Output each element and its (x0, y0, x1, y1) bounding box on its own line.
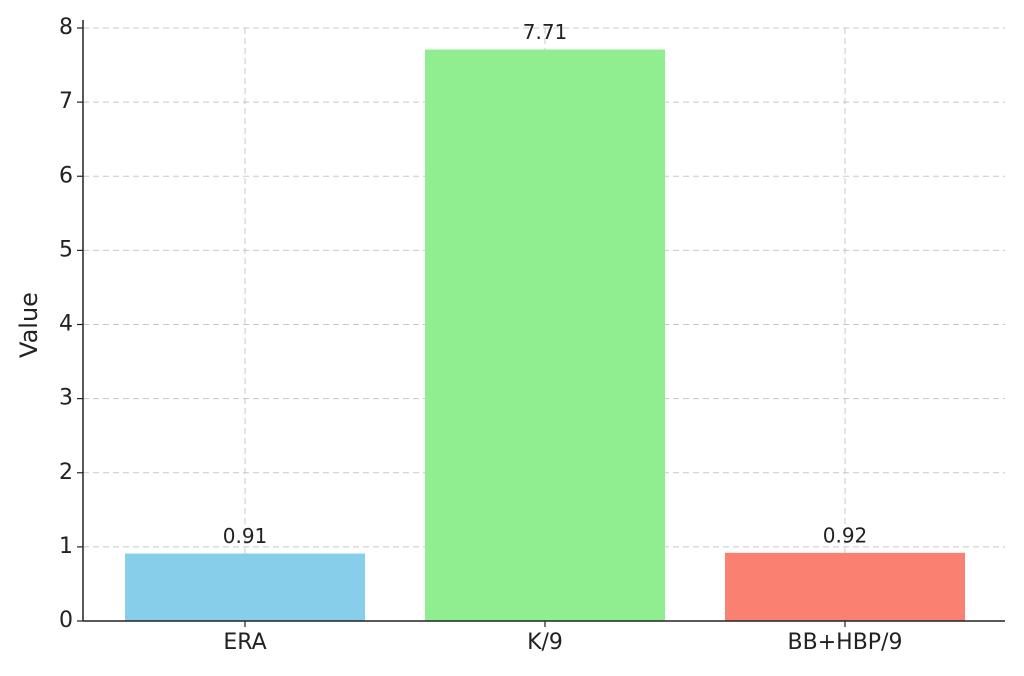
value-label: 0.92 (823, 523, 868, 547)
y-tick-label: 3 (59, 386, 73, 411)
y-tick-label: 0 (59, 608, 73, 633)
x-tick-label: ERA (223, 630, 266, 655)
y-tick-label: 1 (59, 534, 73, 559)
y-tick-label: 4 (59, 312, 73, 337)
bar (725, 552, 965, 621)
bar (425, 49, 665, 621)
bar (125, 553, 365, 621)
x-tick-label: K/9 (527, 630, 563, 655)
y-tick-label: 6 (59, 163, 73, 188)
value-label: 7.71 (523, 20, 568, 44)
y-tick-label: 8 (59, 15, 73, 40)
y-tick-label: 2 (59, 460, 73, 485)
value-label: 0.91 (223, 524, 268, 548)
y-tick-label: 5 (59, 237, 73, 262)
x-tick-label: BB+HBP/9 (788, 630, 903, 655)
y-axis-label: Value (15, 292, 43, 358)
y-tick-label: 7 (59, 89, 73, 114)
